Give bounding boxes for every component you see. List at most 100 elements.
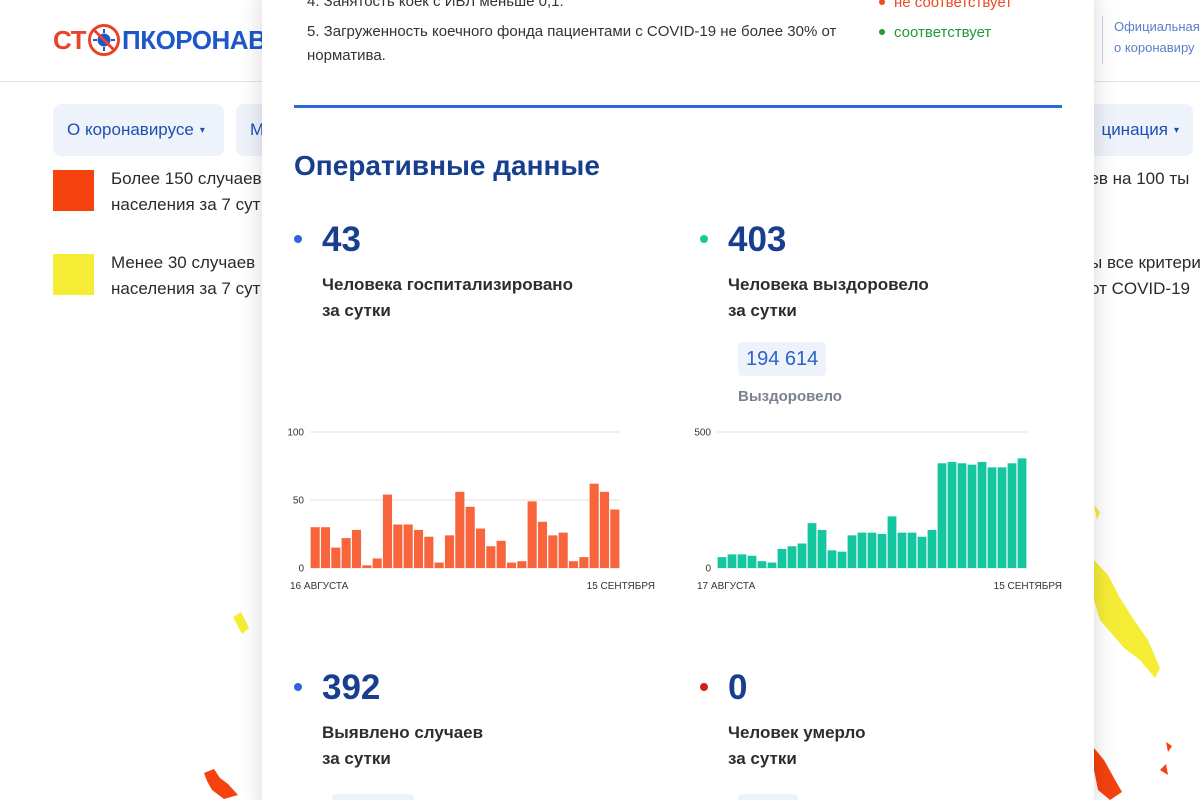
chart-bar bbox=[341, 538, 351, 568]
legend-yellow-line1: Менее 30 случаев bbox=[111, 253, 256, 272]
chart-bar bbox=[465, 506, 475, 568]
chart-bar bbox=[847, 535, 857, 568]
chevron-down-icon: ▾ bbox=[1173, 124, 1179, 136]
y-tick-label: 50 bbox=[293, 496, 305, 507]
chart-bar bbox=[717, 557, 727, 568]
stat-died-label-line2: за сутки bbox=[728, 749, 797, 768]
chart-bar bbox=[1007, 463, 1017, 568]
chart-bar bbox=[610, 509, 620, 568]
chart-bar bbox=[807, 523, 817, 568]
chart-bar bbox=[527, 501, 537, 568]
operational-data-modal: 4. Занятость коек с ИВЛ меньше 0,1. не с… bbox=[262, 0, 1094, 800]
chart-bar bbox=[827, 550, 837, 568]
chart-bar bbox=[967, 464, 977, 568]
stat-recovered-label-line2: за сутки bbox=[728, 301, 797, 320]
died-total-badge bbox=[738, 794, 798, 800]
chart-bar bbox=[947, 461, 957, 568]
chart-bar bbox=[787, 546, 797, 568]
right-partial-text-3: от COVID-19 bbox=[1090, 279, 1190, 298]
chevron-down-icon: ▾ bbox=[199, 124, 205, 136]
y-tick-label: 0 bbox=[705, 564, 711, 575]
chart-bar bbox=[599, 491, 610, 568]
legend-red-text: Более 150 случаев населения за 7 сут bbox=[111, 166, 262, 218]
chart-bar bbox=[917, 536, 927, 568]
chart-bar bbox=[568, 561, 579, 568]
status-dot-icon bbox=[879, 29, 885, 35]
chart-bar bbox=[907, 532, 917, 568]
stat-hospitalized-label-line1: Человека госпитализировано bbox=[322, 275, 573, 294]
chart-bar bbox=[558, 532, 568, 568]
stat-dot-icon bbox=[294, 235, 302, 243]
chart-bar bbox=[579, 557, 589, 568]
right-partial-text-2: ы все критери bbox=[1090, 253, 1200, 272]
y-tick-label: 100 bbox=[287, 428, 304, 439]
chart-bar bbox=[887, 516, 897, 568]
logo-text-part2: ПКОРОНАВИ bbox=[122, 24, 285, 55]
chart-bar bbox=[403, 524, 413, 568]
chart-bar bbox=[897, 532, 907, 568]
chart-bar bbox=[589, 483, 599, 568]
stat-dot-icon bbox=[700, 683, 708, 691]
stat-hospitalized-value: 43 bbox=[322, 220, 361, 259]
chart-bar bbox=[331, 547, 341, 568]
stat-died-value: 0 bbox=[728, 668, 748, 707]
recovered-total-label: Выздоровело bbox=[738, 388, 842, 405]
section-title: Оперативные данные bbox=[294, 150, 600, 181]
legend-red-line2: населения за 7 сут bbox=[111, 195, 261, 214]
chart-bar bbox=[393, 524, 403, 568]
legend-yellow-line2: населения за 7 сут bbox=[111, 279, 261, 298]
chart-bar bbox=[517, 561, 527, 568]
stat-recovered-label: Человека выздоровело за сутки bbox=[728, 272, 1018, 324]
chart-bar bbox=[444, 535, 455, 568]
chart-bar bbox=[548, 535, 558, 568]
chart-bar bbox=[310, 527, 320, 568]
stat-detected-label: Выявлено случаев за сутки bbox=[322, 720, 612, 772]
chart-bar bbox=[877, 534, 887, 568]
nav-vaccination-label: цинация bbox=[1101, 120, 1168, 139]
stat-died-label-line1: Человек умерло bbox=[728, 723, 866, 742]
chart-bar bbox=[506, 562, 517, 568]
stat-detected-label-line2: за сутки bbox=[322, 749, 391, 768]
stat-hospitalized-label: Человека госпитализировано за сутки bbox=[322, 272, 612, 324]
chart-bar bbox=[737, 554, 747, 568]
chart-bar bbox=[927, 529, 937, 568]
chart-bar bbox=[817, 529, 827, 568]
criterion-4-status: не соответствует bbox=[879, 0, 1012, 14]
chart-bar bbox=[937, 463, 947, 568]
legend-red-line1: Более 150 случаев bbox=[111, 169, 262, 188]
chart-bar bbox=[434, 562, 444, 568]
stat-detected-label-line1: Выявлено случаев bbox=[322, 723, 484, 742]
chart-bar bbox=[857, 532, 867, 568]
chart-bar bbox=[997, 467, 1007, 568]
chart-bar bbox=[767, 562, 777, 568]
stat-recovered-value: 403 bbox=[728, 220, 787, 259]
hospitalized-chart: 0 50 100 16 АВГУСТА 15 СЕНТЯБРЯ bbox=[287, 428, 655, 593]
right-partial-text-1: аев на 100 ты bbox=[1080, 169, 1190, 188]
site-logo[interactable]: СТ ПКОРОНАВИ bbox=[53, 20, 285, 60]
criterion-5-text: 5. Загруженность коечного фонда пациента… bbox=[307, 20, 836, 68]
official-line-2: о коронавиру bbox=[1114, 40, 1195, 55]
legend-yellow-swatch bbox=[53, 254, 94, 295]
chart-bar bbox=[320, 527, 331, 568]
stat-detected-value: 392 bbox=[322, 668, 381, 707]
x-start-label: 16 АВГУСТА bbox=[290, 581, 349, 592]
stat-dot-icon bbox=[294, 683, 302, 691]
chart-bar bbox=[867, 532, 877, 568]
chart-bar bbox=[777, 548, 787, 568]
chart-bar bbox=[496, 540, 506, 568]
legend-red-swatch bbox=[53, 170, 94, 211]
chart-bar bbox=[757, 561, 767, 568]
section-divider bbox=[294, 105, 1062, 108]
nav-about-coronavirus[interactable]: О коронавирусе ▾ bbox=[53, 104, 224, 156]
x-start-label: 17 АВГУСТА bbox=[697, 581, 756, 592]
chart-bar bbox=[351, 529, 362, 568]
nav-about-label: О коронавирусе bbox=[67, 120, 194, 139]
criterion-5-line1: 5. Загруженность коечного фонда пациента… bbox=[307, 23, 837, 40]
recovered-chart: 0 500 17 АВГУСТА 15 СЕНТЯБРЯ bbox=[694, 428, 1062, 593]
criterion-5-line2: норматива. bbox=[307, 47, 386, 64]
stop-virus-icon bbox=[88, 24, 121, 56]
chart-bar bbox=[1017, 458, 1027, 568]
official-info-link[interactable]: Официальная о коронавиру bbox=[1102, 16, 1200, 64]
official-line-1: Официальная bbox=[1114, 19, 1200, 34]
logo-text-part1: СТ bbox=[53, 24, 87, 55]
